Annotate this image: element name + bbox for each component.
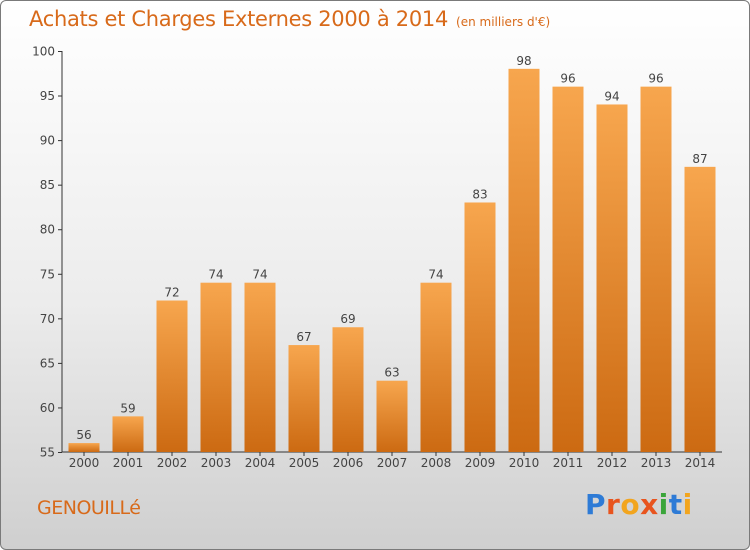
- value-labels: 56 59 72 74 74 67 69 63 74 83 98 96 94 96 87: [76, 54, 707, 442]
- bar-2004: [244, 282, 276, 452]
- x-tick-label-2012: 2012: [597, 456, 628, 470]
- title-text: Achats et Charges Externes 2000 à 2014: [29, 7, 449, 31]
- chart-subtitle: (en milliers d'€): [456, 15, 551, 29]
- y-tick-label: 80: [40, 223, 55, 237]
- bar-2011: [552, 86, 584, 453]
- value-label-2002: 72: [164, 286, 179, 300]
- bar-2012: [596, 104, 628, 452]
- x-tick-label-2000: 2000: [69, 456, 100, 470]
- bar-2007: [376, 380, 408, 452]
- bar-2013: [640, 86, 672, 453]
- y-tick-label: 95: [40, 89, 55, 103]
- commune-name: GENOUILLé: [37, 497, 141, 519]
- proxiti-logo: Proxiti: [585, 488, 693, 521]
- x-tick-label-2014: 2014: [685, 456, 716, 470]
- bar-2006: [332, 327, 364, 452]
- x-tick-label-2002: 2002: [157, 456, 188, 470]
- x-tick-label-2005: 2005: [289, 456, 320, 470]
- x-tick-label-2009: 2009: [465, 456, 496, 470]
- axes: 55 60 65 70 75 80 85 90 95 100 2000 2001 2002 2003 200…: [32, 45, 722, 470]
- logo-letter: i: [658, 488, 669, 521]
- y-tick-label: 65: [40, 356, 55, 370]
- x-tick-label-2004: 2004: [245, 456, 276, 470]
- value-label-2005: 67: [296, 330, 311, 344]
- x-tick-label-2010: 2010: [509, 456, 540, 470]
- bar-2002: [156, 300, 188, 452]
- value-label-2013: 96: [648, 72, 663, 86]
- y-tick-label: 90: [40, 134, 55, 148]
- value-label-2007: 63: [384, 366, 399, 380]
- x-tick-label-2006: 2006: [333, 456, 364, 470]
- logo-letter: i: [682, 488, 693, 521]
- logo-letter: t: [668, 488, 683, 521]
- logo-letter: o: [620, 488, 641, 521]
- y-tick-label: 70: [40, 312, 55, 326]
- bar-2000: [68, 443, 100, 452]
- y-tick-label: 75: [40, 267, 55, 281]
- value-label-2003: 74: [208, 268, 223, 282]
- bar-2001: [112, 416, 144, 452]
- x-tick-label-2011: 2011: [553, 456, 584, 470]
- value-label-2004: 74: [252, 268, 267, 282]
- x-tick-label-2003: 2003: [201, 456, 232, 470]
- x-tick-label-2013: 2013: [641, 456, 672, 470]
- bar-2009: [464, 202, 496, 452]
- bars: [68, 68, 716, 453]
- value-label-2010: 98: [516, 54, 531, 68]
- value-label-2001: 59: [120, 401, 135, 415]
- chart-title: Achats et Charges Externes 2000 à 2014 (e…: [29, 7, 550, 31]
- x-tick-label-2008: 2008: [421, 456, 452, 470]
- y-tick-label: 85: [40, 178, 55, 192]
- bar-2005: [288, 345, 320, 452]
- value-label-2009: 83: [472, 187, 487, 201]
- y-tick-label: 55: [40, 446, 55, 460]
- value-label-2000: 56: [76, 428, 91, 442]
- value-label-2011: 96: [560, 72, 575, 86]
- y-tick-label: 60: [40, 401, 55, 415]
- value-label-2006: 69: [340, 312, 355, 326]
- y-tick-label: 100: [32, 45, 55, 59]
- bar-2010: [508, 68, 540, 453]
- x-tick-label-2001: 2001: [113, 456, 144, 470]
- value-label-2014: 87: [692, 152, 707, 166]
- bar-2014: [684, 166, 716, 452]
- value-label-2012: 94: [604, 89, 619, 103]
- logo-letter: x: [640, 488, 659, 521]
- logo-letter: r: [606, 488, 621, 521]
- value-label-2008: 74: [428, 268, 443, 282]
- logo-letter: P: [585, 488, 607, 521]
- x-tick-label-2007: 2007: [377, 456, 408, 470]
- bar-2003: [200, 282, 232, 452]
- bar-2008: [420, 282, 452, 452]
